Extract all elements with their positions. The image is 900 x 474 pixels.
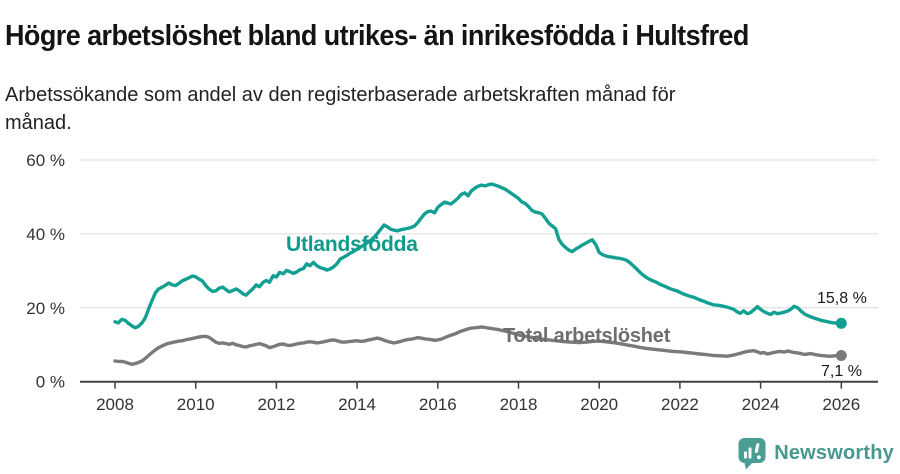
x-tick-label-2010: 2010: [177, 395, 215, 414]
newsworthy-icon: [738, 438, 766, 470]
series-label-utlandsfodda: Utlandsfödda: [286, 233, 418, 256]
series-label-total-arbetsloshet: Total arbetslöshet: [503, 325, 671, 347]
chart-title: Högre arbetslöshet bland utrikes- än inr…: [5, 20, 749, 53]
series-end-dot-utlandsfodda: [835, 317, 847, 329]
x-tick-label-2024: 2024: [742, 395, 780, 414]
x-tick-label-2008: 2008: [96, 395, 134, 414]
newsworthy-brand-text: Newsworthy: [774, 441, 894, 464]
end-value-label-utlandsfodda: 15,8 %: [817, 290, 867, 307]
series-line-total-arbetsloshet: [113, 325, 843, 367]
newsworthy-logo[interactable]: Newsworthy: [737, 436, 894, 470]
y-tick-label-20pct: 20 %: [26, 299, 65, 318]
x-tick-label-2016: 2016: [419, 395, 457, 414]
x-tick-label-2020: 2020: [580, 395, 618, 414]
y-tick-label-0pct: 0 %: [36, 373, 65, 392]
line-chart-canvas: 0 % 20 % 40 % 60 % 2008 2010 2012 2014 2016 2018 2…: [26, 151, 878, 414]
x-tick-label-2018: 2018: [500, 395, 538, 414]
chart-subtitle: Arbetssökande som andel av den registerb…: [5, 84, 676, 134]
y-tick-label-40pct: 40 %: [26, 225, 65, 244]
x-tick-label-2022: 2022: [661, 395, 699, 414]
series-end-dot-total-arbetsloshet: [835, 350, 847, 361]
x-tick-label-2014: 2014: [338, 395, 376, 414]
series-line-utlandsfodda: [113, 182, 843, 330]
end-value-label-total-arbetsloshet: 7,1 %: [821, 363, 862, 380]
y-tick-label-60pct: 60 %: [26, 151, 65, 170]
x-tick-label-2012: 2012: [257, 395, 295, 414]
x-tick-label-2026: 2026: [822, 395, 860, 414]
